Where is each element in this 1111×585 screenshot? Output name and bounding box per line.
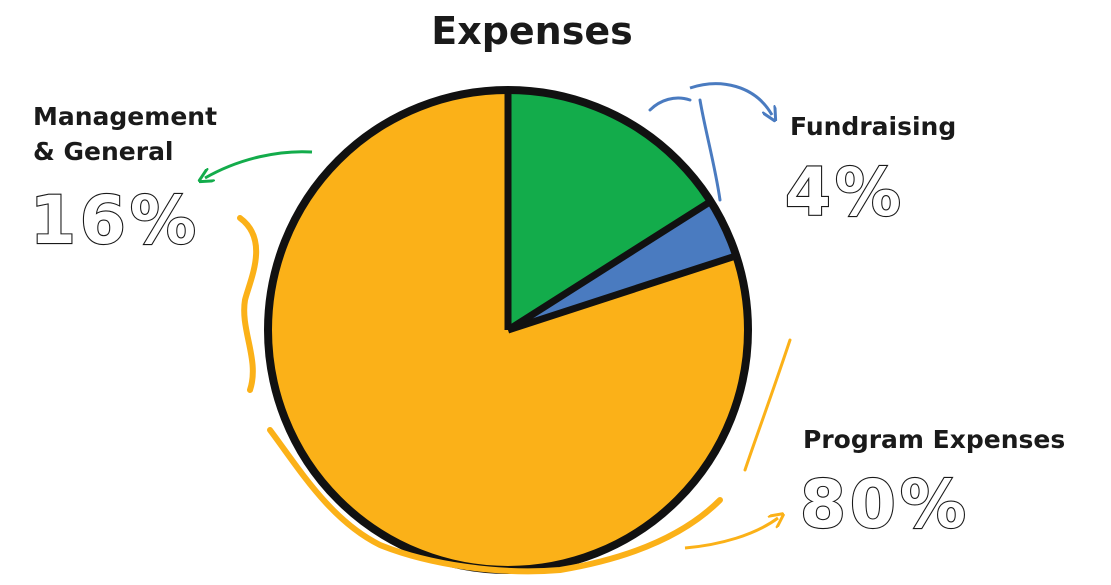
value-label-fundraising: 4% [785, 154, 905, 231]
label-management-line1: Management [33, 102, 217, 131]
arrow-program-icon [684, 518, 778, 550]
orange-scribble-right [743, 338, 792, 472]
label-program-expenses: Program Expenses [803, 425, 1065, 454]
arrow-management-icon [205, 150, 313, 178]
value-label-management: 16% [30, 182, 200, 259]
label-management-line2: & General [33, 137, 174, 166]
orange-scribble-left [237, 215, 260, 393]
chart-title: Expenses [431, 9, 633, 53]
value-label-program-expenses: 80% [800, 466, 970, 543]
slice-divider-line [506, 252, 738, 334]
scribble-decorations [237, 96, 792, 575]
slice-management-general [508, 90, 711, 330]
arrow-fundraising-icon [689, 82, 772, 115]
blue-scribble-top [648, 96, 722, 202]
orange-scribble-bottom [267, 427, 723, 575]
slice-divider-line [506, 198, 713, 333]
label-fundraising: Fundraising [790, 112, 956, 141]
